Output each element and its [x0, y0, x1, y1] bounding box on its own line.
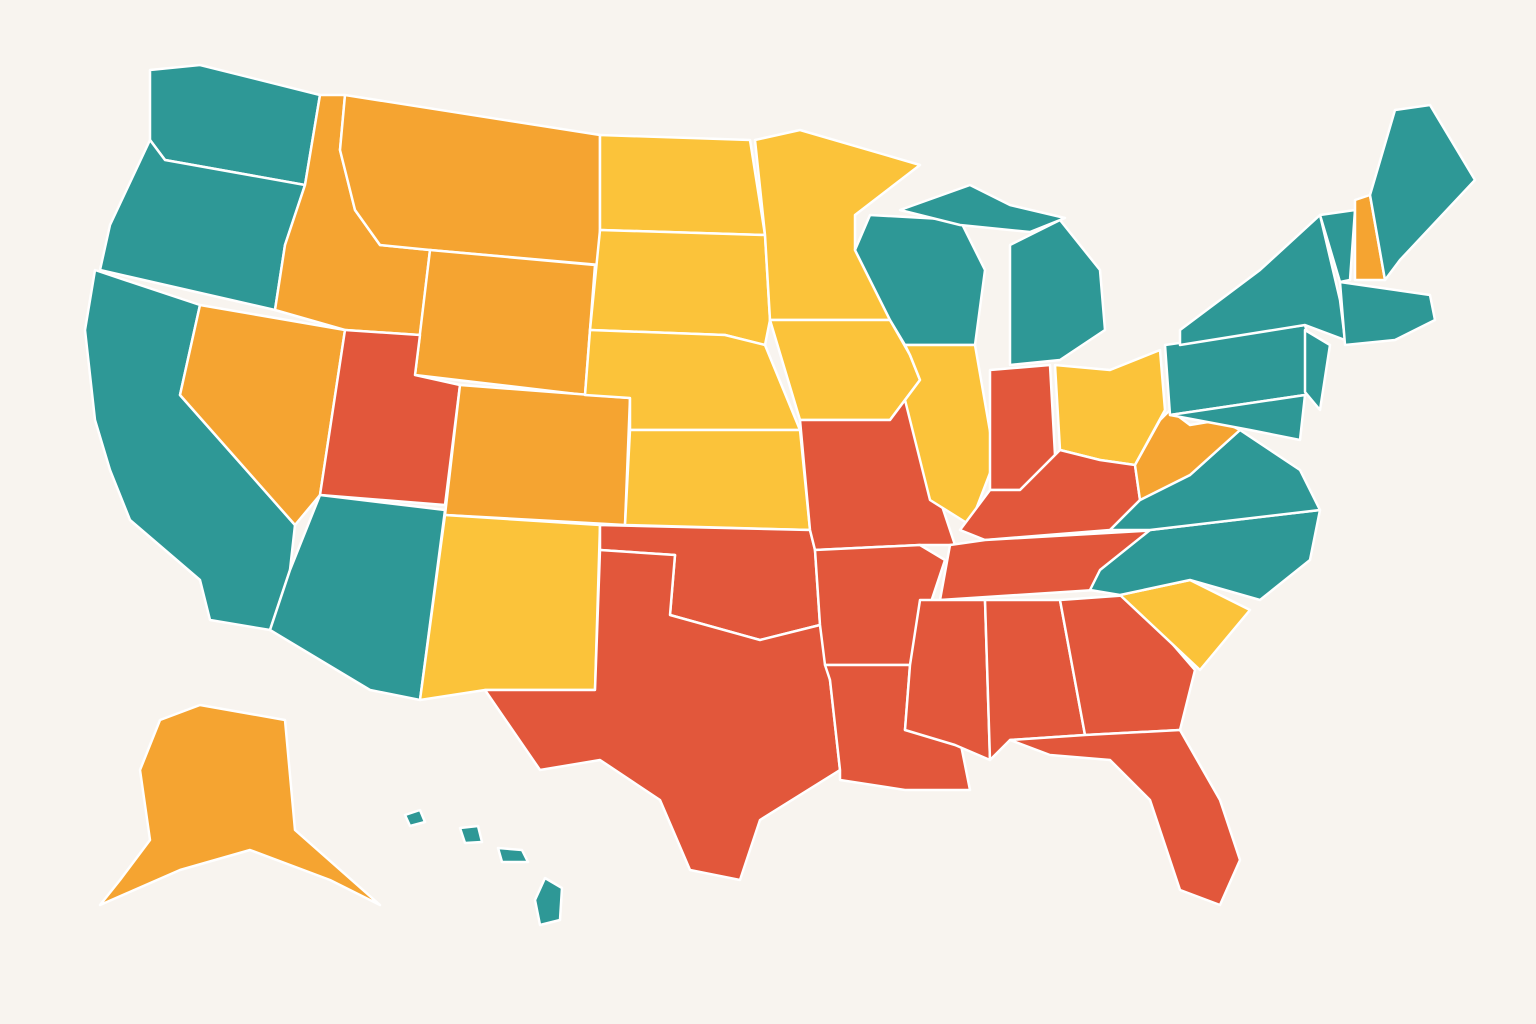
state-region	[98, 703, 382, 907]
state-region	[458, 824, 484, 845]
state-region	[898, 183, 1067, 234]
state-region	[623, 428, 812, 532]
state-region	[1008, 728, 1242, 907]
state-region	[588, 228, 772, 347]
state-region	[496, 846, 530, 864]
state-region	[1318, 208, 1357, 284]
state-region	[443, 383, 632, 527]
state-region	[1168, 393, 1307, 442]
state-region	[268, 493, 447, 702]
state-region	[903, 343, 997, 527]
state-region	[178, 303, 347, 527]
state-region	[958, 448, 1142, 542]
state-region	[418, 513, 602, 702]
state-region	[1008, 218, 1107, 367]
state-region	[483, 548, 842, 882]
state-region	[413, 248, 597, 397]
state-region	[1338, 280, 1437, 347]
state-region	[533, 876, 564, 927]
state-region	[1303, 328, 1332, 412]
state-region	[1368, 103, 1477, 282]
state-region	[403, 808, 427, 828]
state-region	[598, 133, 767, 237]
